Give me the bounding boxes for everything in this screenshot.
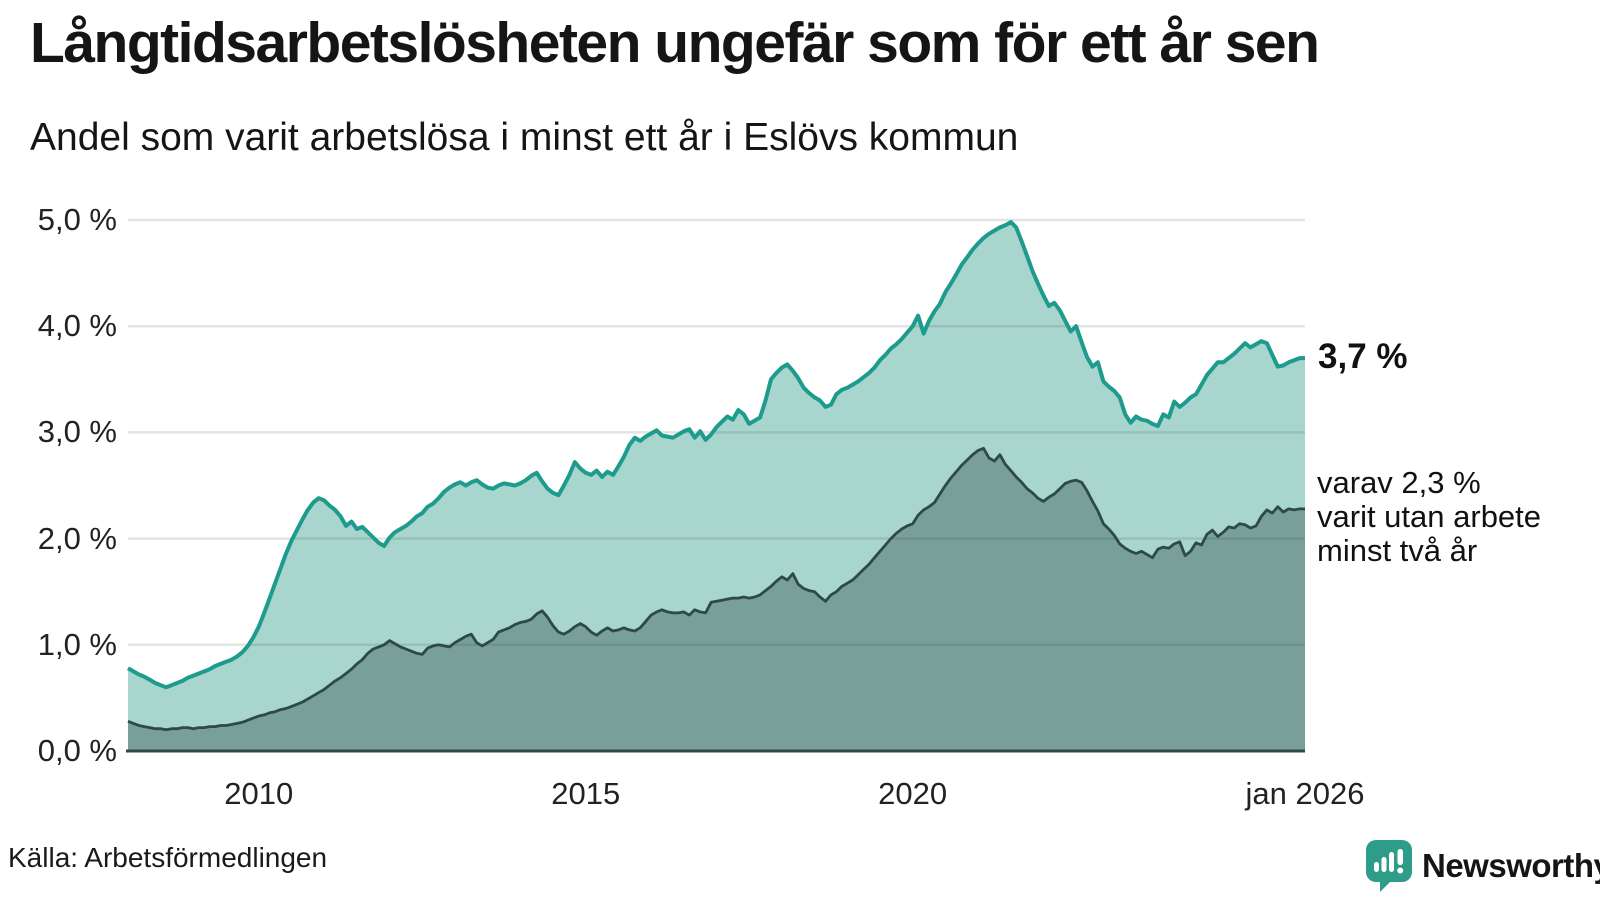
breakdown-line-1: varav 2,3 %: [1317, 465, 1481, 500]
x-axis-label: 2015: [551, 776, 621, 811]
x-axis-label: 2010: [224, 776, 294, 811]
end-value-label: 3,7 %: [1318, 337, 1408, 376]
newsworthy-logo-icon: [1366, 840, 1412, 892]
y-axis-label: 0,0 %: [37, 733, 117, 768]
y-axis-label: 1,0 %: [37, 626, 117, 662]
logo-exclamation-icon: [1397, 849, 1403, 865]
y-axis-label: 5,0 %: [37, 202, 117, 237]
newsworthy-logo-text: Newsworthy: [1422, 847, 1600, 884]
page-title: Långtidsarbetslösheten ungefär som för e…: [30, 11, 1320, 75]
logo-bar-icon: [1381, 857, 1387, 872]
breakdown-annotation: varav 2,3 % varit utan arbete minst två …: [1317, 466, 1541, 568]
two-year-line: [127, 446, 1305, 732]
x-axis-label: jan 2026: [1245, 776, 1365, 811]
area-two-year: [128, 448, 1305, 751]
logo-bar-icon: [1389, 852, 1394, 872]
newsworthy-logo: Newsworthy: [1366, 840, 1600, 892]
breakdown-line-3: minst två år: [1317, 533, 1478, 568]
chart-subtitle: Andel som varit arbetslösa i minst ett å…: [30, 116, 1019, 159]
breakdown-line-2: varit utan arbete: [1317, 499, 1542, 534]
y-axis-label: 3,0 %: [37, 414, 117, 450]
source-credit: Källa: Arbetsförmedlingen: [8, 842, 328, 873]
y-axis-label: 4,0 %: [37, 308, 117, 344]
one-year-line: [126, 220, 1305, 690]
y-axis-label: 2,0 %: [37, 520, 117, 556]
x-axis-label: 2020: [878, 776, 948, 811]
logo-bar-icon: [1374, 862, 1379, 872]
